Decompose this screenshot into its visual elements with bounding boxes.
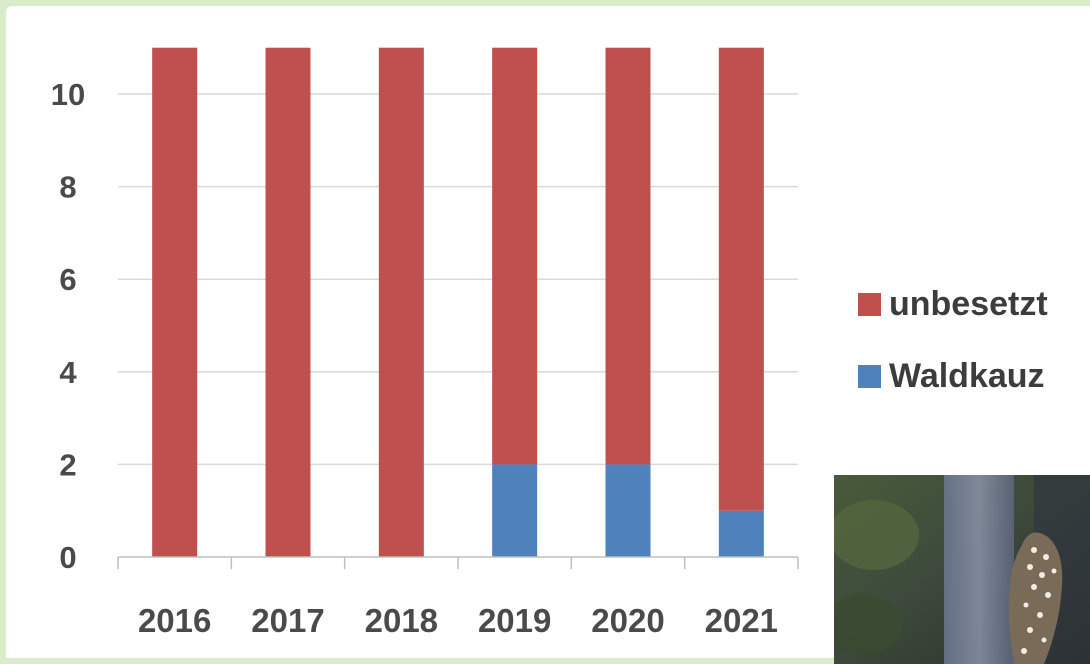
- legend-label-waldkauz: Waldkauz: [889, 357, 1045, 395]
- y-tick-label-2: 2: [59, 447, 76, 482]
- bar-unbesetzt-2017: [265, 47, 311, 557]
- x-tick-label-2021: 2021: [705, 602, 778, 639]
- y-tick-label-8: 8: [59, 170, 76, 205]
- legend-swatch-waldkauz: [858, 365, 881, 388]
- legend: unbesetzt Waldkauz: [858, 285, 1048, 395]
- x-tick-label-2016: 2016: [138, 602, 211, 639]
- y-tick-label-0: 0: [59, 540, 76, 575]
- x-tick-label-2017: 2017: [251, 602, 324, 639]
- gridlines: [118, 93, 798, 466]
- x-tick-label-2020: 2020: [591, 602, 664, 639]
- chart-panel: 2016 2017 2018 2019 2020 2021 0 2 4 6 8 10 unbesetz…: [6, 6, 1090, 664]
- legend-swatch-unbesetzt: [858, 293, 881, 316]
- bar-waldkauz-2021: [718, 510, 764, 557]
- bar-waldkauz-2019: [492, 464, 538, 557]
- bar-unbesetzt-2020: [605, 47, 651, 465]
- owl-photo-icon: [834, 475, 1090, 664]
- y-tick-label-10: 10: [51, 77, 85, 112]
- y-tick-label-4: 4: [59, 355, 77, 390]
- legend-label-unbesetzt: unbesetzt: [889, 285, 1048, 323]
- bars: [152, 47, 764, 557]
- bar-unbesetzt-2016: [152, 47, 198, 557]
- bar-unbesetzt-2021: [718, 47, 764, 511]
- bar-unbesetzt-2019: [492, 47, 538, 465]
- x-tick-label-2019: 2019: [478, 602, 551, 639]
- axes: 2016 2017 2018 2019 2020 2021 0 2 4 6 8 10: [51, 77, 799, 639]
- stacked-bar-chart: 2016 2017 2018 2019 2020 2021 0 2 4 6 8 10 unbesetz…: [51, 47, 1048, 639]
- bar-unbesetzt-2018: [378, 47, 424, 557]
- y-tick-label-6: 6: [59, 262, 76, 297]
- bar-waldkauz-2020: [605, 464, 651, 557]
- x-tick-label-2018: 2018: [365, 602, 438, 639]
